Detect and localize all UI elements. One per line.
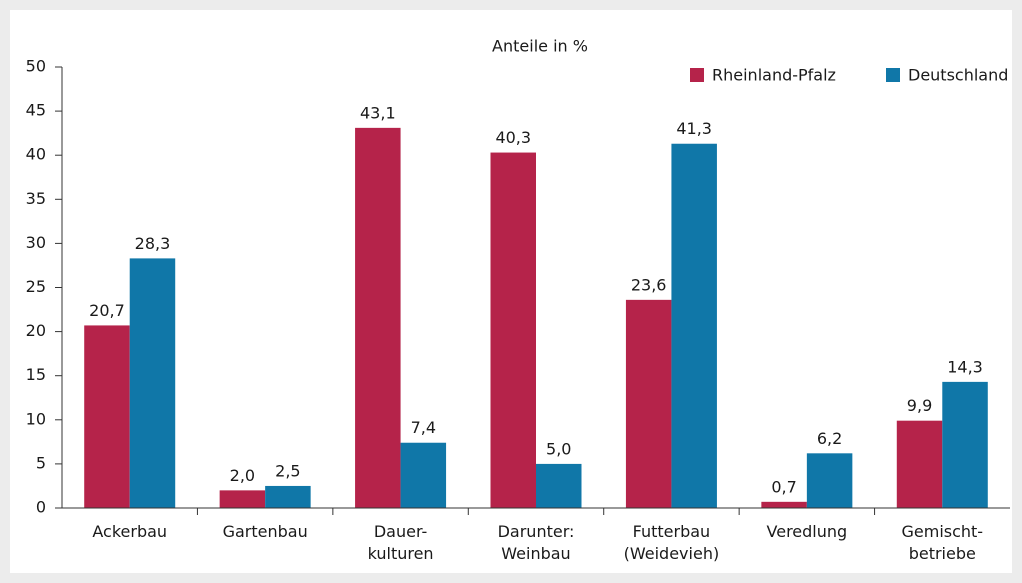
value-label: 28,3 — [135, 234, 171, 253]
y-tick-label: 10 — [26, 409, 46, 428]
x-tick-label: Ackerbau — [92, 522, 167, 541]
value-label: 23,6 — [631, 275, 667, 294]
bar — [490, 152, 536, 508]
x-tick-label-line: Darunter: — [498, 522, 575, 541]
bar — [761, 501, 807, 508]
y-tick-label: 40 — [26, 145, 46, 164]
y-tick-label: 20 — [26, 321, 46, 340]
y-tick-label: 0 — [36, 498, 46, 517]
bar — [265, 485, 311, 508]
x-tick-label-line: Weinbau — [501, 544, 570, 563]
x-tick-label: Futterbau (Weidevieh) — [624, 522, 720, 563]
value-label: 5,0 — [546, 439, 571, 458]
value-label: 40,3 — [495, 128, 531, 147]
chart-title: Anteile in % — [492, 37, 588, 56]
value-label: 9,9 — [907, 396, 932, 415]
bar — [536, 463, 582, 508]
y-tick-label: 15 — [26, 365, 46, 384]
value-label: 7,4 — [411, 418, 436, 437]
legend-label: Rheinland-Pfalz — [712, 66, 836, 85]
x-tick-label: Veredlung — [767, 522, 848, 541]
x-tick-label: Darunter: Weinbau — [498, 522, 575, 563]
x-tick-label-line: Ackerbau — [92, 522, 167, 541]
x-tick-label-line: Gartenbau — [223, 522, 308, 541]
x-tick-label: Gartenbau — [223, 522, 308, 541]
value-label: 6,2 — [817, 429, 842, 448]
legend-swatch — [886, 68, 900, 82]
bar — [671, 143, 717, 508]
x-tick-label-line: kulturen — [368, 544, 434, 563]
bar — [84, 325, 130, 508]
value-label: 0,7 — [771, 477, 796, 496]
legend-label: Deutschland — [908, 66, 1008, 85]
bar — [806, 453, 853, 508]
y-tick-label: 30 — [26, 233, 46, 252]
x-tick-label-line: Futterbau — [633, 522, 711, 541]
bar — [129, 258, 176, 508]
x-tick-label-line: Gemischt- — [901, 522, 983, 541]
bar — [896, 420, 943, 508]
value-label: 41,3 — [676, 119, 712, 138]
legend-swatch — [690, 68, 704, 82]
bar — [355, 127, 401, 508]
value-label: 20,7 — [89, 301, 125, 320]
bar — [400, 442, 447, 508]
y-tick-label: 50 — [26, 57, 46, 76]
value-label: 2,5 — [275, 461, 300, 480]
y-tick-label: 5 — [36, 453, 46, 472]
value-label: 43,1 — [360, 103, 396, 122]
y-tick-label: 45 — [26, 101, 46, 120]
y-tick-label: 25 — [26, 277, 46, 296]
bar — [625, 299, 672, 508]
y-tick-label: 35 — [26, 189, 46, 208]
value-label: 14,3 — [947, 357, 983, 376]
bar — [942, 381, 988, 508]
x-tick-label-line: Dauer- — [374, 522, 427, 541]
x-tick-label: Gemischt-betriebe — [901, 522, 983, 563]
x-tick-label-line: Veredlung — [767, 522, 848, 541]
x-tick-label-line: (Weidevieh) — [624, 544, 720, 563]
value-label: 2,0 — [230, 466, 255, 485]
bar — [219, 490, 266, 508]
x-tick-label: Dauer-kulturen — [368, 522, 434, 563]
x-tick-label-line: betriebe — [909, 544, 976, 563]
